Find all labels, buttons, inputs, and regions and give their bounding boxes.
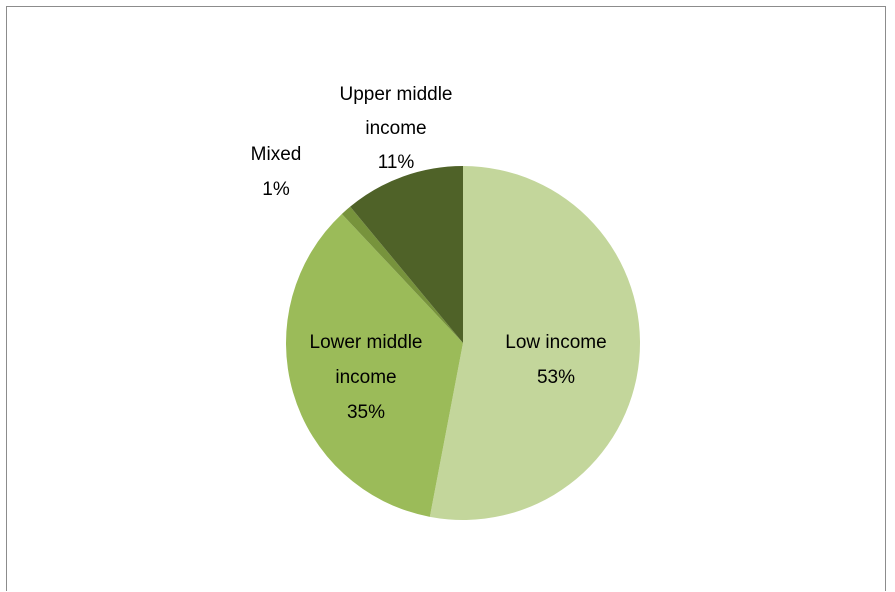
pie-slices [285,166,640,520]
slice-labels: Low income 53% Lower middle income 35% M… [251,84,607,423]
slice-value-mixed: 1% [262,179,290,200]
chart-area: Low income 53% Lower middle income 35% M… [6,6,886,591]
slice-label-low-income: Low income [505,332,606,353]
slice-label-lower-middle-income-line1: Lower middle [310,332,423,353]
slice-label-upper-middle-income-line2: income [365,118,426,139]
pie-slice-mixed [341,206,463,343]
slice-value-low-income: 53% [537,367,575,388]
slice-label-mixed: Mixed [251,144,302,165]
slice-value-upper-middle-income: 11% [378,152,415,173]
pie-chart: Low income 53% Lower middle income 35% M… [251,84,640,520]
slice-label-lower-middle-income-line2: income [335,367,396,388]
pie-slice-lower-middle-income [285,213,463,517]
slice-label-upper-middle-income-line1: Upper middle [340,84,453,105]
pie-slice-low-income [429,166,640,520]
slice-value-lower-middle-income: 35% [347,402,385,423]
pie-slice-upper-middle-income [350,166,463,343]
